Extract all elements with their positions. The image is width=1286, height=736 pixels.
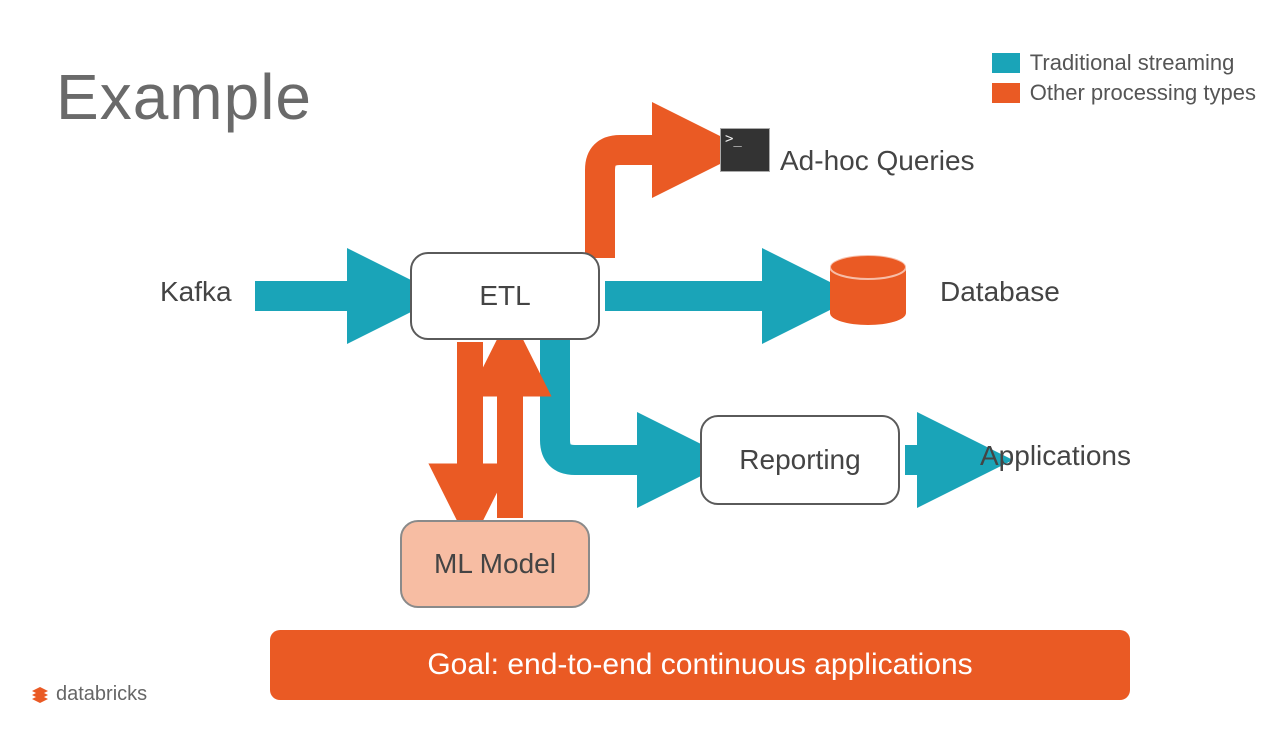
node-mlmodel-label: ML Model bbox=[434, 548, 556, 580]
legend: Traditional streaming Other processing t… bbox=[992, 50, 1256, 110]
legend-item-traditional: Traditional streaming bbox=[992, 50, 1256, 76]
goal-banner-text: Goal: end-to-end continuous applications bbox=[427, 648, 972, 682]
node-label-kafka: Kafka bbox=[160, 276, 232, 308]
databricks-icon bbox=[30, 685, 50, 705]
edge-etl-reporting bbox=[555, 340, 685, 460]
node-reporting-label: Reporting bbox=[739, 444, 860, 476]
node-etl: ETL bbox=[410, 252, 600, 340]
node-reporting: Reporting bbox=[700, 415, 900, 505]
brand-text: databricks bbox=[56, 683, 147, 706]
slide-title: Example bbox=[56, 60, 312, 134]
legend-swatch-orange bbox=[992, 83, 1020, 103]
database-icon bbox=[828, 255, 908, 325]
legend-swatch-teal bbox=[992, 53, 1020, 73]
node-mlmodel: ML Model bbox=[400, 520, 590, 608]
legend-label: Traditional streaming bbox=[1030, 50, 1235, 76]
brand-logo: databricks bbox=[30, 683, 147, 706]
terminal-icon bbox=[720, 128, 770, 172]
goal-banner: Goal: end-to-end continuous applications bbox=[270, 630, 1130, 700]
legend-label: Other processing types bbox=[1030, 80, 1256, 106]
node-label-adhoc: Ad-hoc Queries bbox=[780, 145, 975, 177]
node-label-database: Database bbox=[940, 276, 1060, 308]
legend-item-other: Other processing types bbox=[992, 80, 1256, 106]
node-etl-label: ETL bbox=[479, 280, 530, 312]
node-label-applications: Applications bbox=[980, 440, 1131, 472]
edge-etl-adhoc bbox=[600, 150, 700, 258]
